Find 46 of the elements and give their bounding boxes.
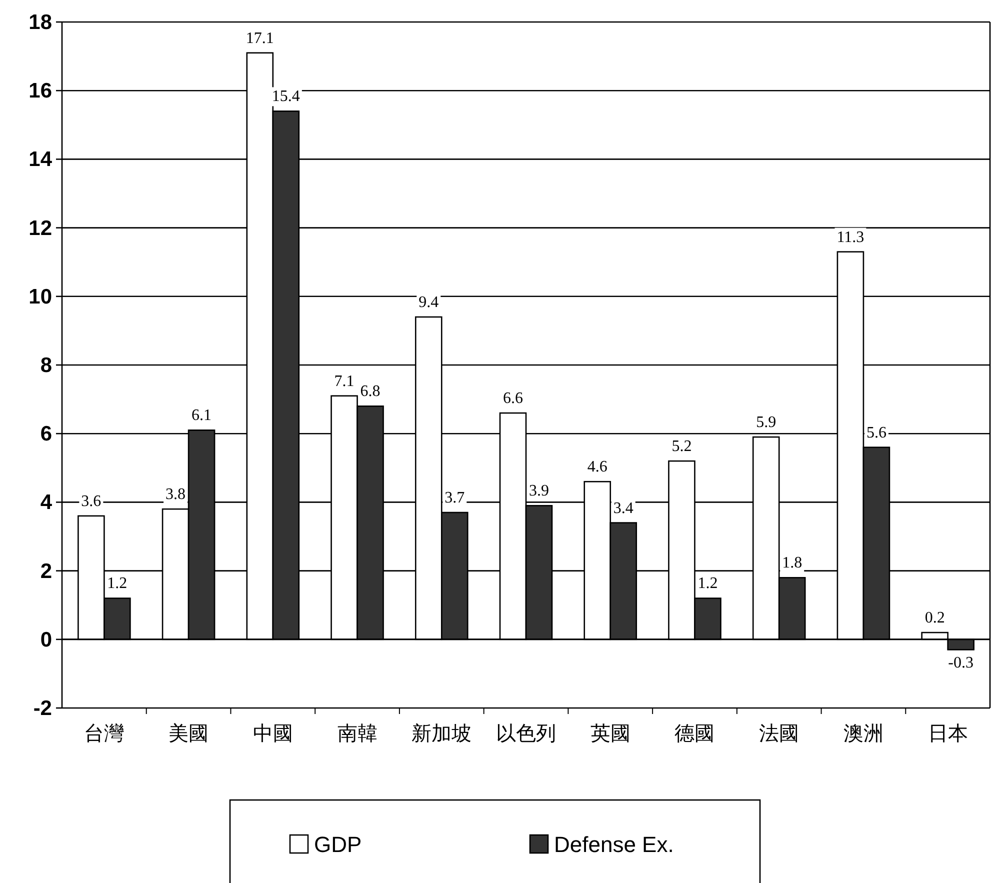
- x-tick-label: 英國: [590, 723, 630, 745]
- data-label: -0.3: [948, 654, 974, 672]
- y-tick-label: 2: [40, 560, 52, 583]
- x-tick-label: 以色列: [496, 723, 556, 745]
- y-tick-label: 10: [28, 285, 52, 308]
- data-label: 5.2: [672, 438, 692, 456]
- x-tick-label: 德國: [674, 723, 715, 745]
- legend-label: Defense Ex.: [554, 832, 674, 857]
- x-tick-label: 法國: [759, 723, 800, 745]
- y-tick-label: 12: [28, 216, 52, 240]
- data-label: 1.2: [698, 575, 718, 592]
- x-tick-label: 日本: [928, 723, 968, 745]
- y-tick-label: 6: [40, 422, 52, 446]
- data-label: 5.9: [756, 414, 776, 432]
- data-label: 4.6: [587, 458, 608, 476]
- data-label: 3.4: [613, 500, 634, 517]
- x-tick-label: 美國: [168, 722, 209, 745]
- data-label: 3.9: [529, 482, 549, 500]
- data-label: 3.7: [444, 489, 465, 506]
- x-tick-label: 澳洲: [843, 723, 884, 745]
- y-tick-label: 18: [28, 11, 52, 34]
- x-tick-label: 南韓: [337, 723, 378, 745]
- data-label: 3.6: [81, 492, 102, 510]
- data-label: 1.2: [107, 575, 128, 592]
- data-label: 15.4: [272, 88, 300, 106]
- data-label: 6.8: [360, 383, 380, 400]
- data-label: 7.1: [334, 372, 354, 390]
- data-label: 0.2: [924, 610, 945, 627]
- data-label: 6.1: [192, 407, 212, 424]
- y-tick-label: 4: [40, 491, 52, 514]
- data-label: 11.3: [836, 228, 864, 246]
- data-label: 6.6: [503, 390, 523, 408]
- y-tick-label: 14: [28, 148, 52, 172]
- y-tick-label: -2: [33, 697, 52, 720]
- data-label: 5.6: [866, 424, 886, 442]
- x-tick-label: 新加坡: [412, 723, 472, 745]
- data-label: 1.8: [782, 554, 802, 572]
- data-label: 17.1: [246, 30, 274, 47]
- y-tick-label: 16: [28, 80, 52, 103]
- y-tick-label: 0: [40, 628, 52, 652]
- data-label: 3.8: [166, 486, 186, 504]
- y-tick-label: 8: [40, 354, 52, 377]
- legend-label: GDP: [314, 832, 362, 857]
- x-tick-label: 中國: [252, 723, 293, 745]
- x-tick-label: 台灣: [84, 723, 124, 745]
- data-label: 9.4: [418, 294, 439, 311]
